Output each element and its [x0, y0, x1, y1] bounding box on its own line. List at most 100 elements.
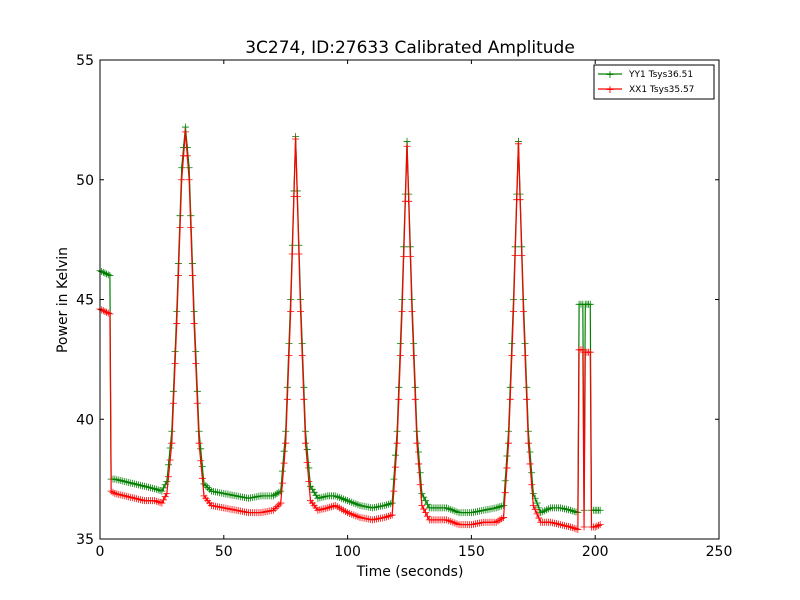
data-point	[192, 359, 200, 367]
data-point	[400, 252, 408, 260]
data-point	[395, 395, 403, 403]
data-point	[163, 478, 171, 486]
data-point	[564, 506, 572, 514]
data-point	[566, 523, 574, 531]
data-point	[505, 439, 513, 447]
y-tick-label: 50	[76, 173, 94, 189]
data-point	[381, 513, 389, 521]
data-point	[518, 252, 526, 260]
data-point	[168, 439, 176, 447]
data-point	[523, 395, 531, 403]
data-point	[557, 521, 565, 529]
data-point	[104, 271, 112, 279]
data-point	[119, 477, 127, 485]
data-point	[413, 439, 421, 447]
data-point	[564, 523, 572, 531]
data-point	[514, 140, 522, 148]
data-point	[398, 307, 406, 315]
x-tick-label: 250	[706, 544, 733, 560]
data-point	[178, 164, 186, 172]
data-point	[562, 505, 570, 513]
data-point	[560, 522, 568, 530]
data-point	[115, 476, 123, 484]
data-point	[288, 250, 296, 258]
data-point	[529, 489, 537, 497]
data-point	[492, 504, 500, 512]
data-point	[595, 521, 603, 529]
data-point	[383, 513, 391, 521]
data-point	[127, 479, 135, 487]
data-point	[305, 464, 313, 472]
data-point	[572, 525, 580, 533]
data-point	[535, 504, 543, 512]
data-point	[302, 439, 310, 447]
data-point	[282, 439, 290, 447]
data-point	[570, 507, 578, 515]
data-point	[101, 307, 109, 315]
data-point	[295, 250, 303, 258]
data-point	[423, 512, 431, 520]
data-point	[156, 487, 164, 495]
data-point	[386, 512, 394, 520]
data-point	[119, 491, 127, 499]
data-point	[165, 461, 173, 469]
data-point	[324, 504, 332, 512]
data-point	[384, 500, 392, 508]
data-point	[129, 479, 137, 487]
data-point	[278, 479, 286, 487]
x-tick-label: 50	[215, 544, 233, 560]
data-point	[197, 457, 205, 465]
x-axis: 0 50 100 150 200 250	[96, 60, 733, 560]
data-point	[293, 193, 301, 201]
data-point	[195, 439, 203, 447]
data-point	[99, 307, 107, 315]
data-point	[528, 481, 536, 489]
data-point	[418, 501, 426, 509]
data-point	[145, 483, 153, 491]
data-point	[150, 485, 158, 493]
data-point	[320, 493, 328, 501]
data-point	[492, 518, 500, 526]
data-point	[415, 448, 423, 456]
data-point	[416, 469, 424, 477]
data-point	[98, 268, 106, 276]
data-point	[147, 484, 155, 492]
data-point	[277, 499, 285, 507]
data-point	[127, 493, 135, 501]
data-point	[131, 494, 139, 502]
data-point	[535, 514, 543, 522]
data-point	[500, 513, 508, 521]
data-point	[103, 308, 111, 316]
data-point	[277, 487, 285, 495]
data-point	[408, 307, 416, 315]
data-point	[524, 439, 532, 447]
data-point	[533, 499, 541, 507]
data-point	[496, 503, 504, 511]
data-point	[275, 501, 283, 509]
plot-area	[96, 123, 604, 533]
data-point	[388, 511, 396, 519]
data-point	[320, 505, 328, 513]
data-point	[529, 501, 537, 509]
y-tick-label: 35	[76, 532, 94, 548]
data-point	[391, 463, 399, 471]
data-point	[312, 491, 320, 499]
data-point	[519, 307, 527, 315]
data-point	[580, 523, 588, 531]
legend-box	[593, 64, 715, 100]
data-point	[166, 456, 174, 464]
data-point	[503, 464, 511, 472]
data-point	[171, 359, 179, 367]
data-point	[197, 445, 205, 453]
data-point	[111, 475, 119, 483]
data-point	[568, 507, 576, 515]
y-tick-label: 45	[76, 293, 94, 309]
data-point	[384, 512, 392, 520]
series-0	[96, 123, 604, 517]
data-point	[574, 525, 582, 533]
data-point	[560, 505, 568, 513]
data-point	[187, 224, 195, 232]
data-point	[161, 493, 169, 501]
data-point	[494, 503, 502, 511]
data-point	[528, 469, 536, 477]
